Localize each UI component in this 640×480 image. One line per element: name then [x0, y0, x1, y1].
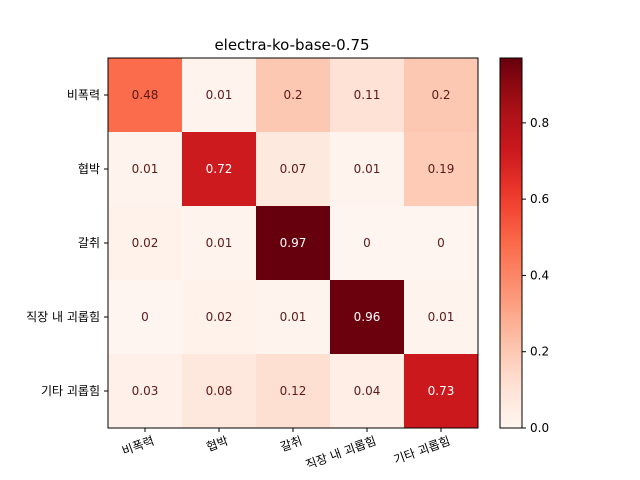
heatmap-cell [404, 132, 478, 206]
heatmap-cell [108, 132, 182, 206]
y-tick-label: 갈취 [78, 236, 100, 250]
cell-value-label: 0.72 [206, 162, 233, 176]
cell-value-label: 0.48 [132, 88, 159, 102]
heatmap-cell [404, 280, 478, 354]
heatmap-cell [404, 206, 478, 280]
cell-value-label: 0.19 [428, 162, 455, 176]
cell-value-label: 0.01 [354, 162, 381, 176]
cell-value-label: 0.01 [206, 88, 233, 102]
heatmap-cell [256, 354, 330, 428]
heatmap-cell [256, 132, 330, 206]
heatmap-cell [182, 280, 256, 354]
cell-value-label: 0.73 [428, 384, 455, 398]
colorbar-tick-label: 0.6 [530, 192, 549, 206]
heatmap-cell [108, 280, 182, 354]
y-tick-label: 기타 괴롭힘 [41, 384, 100, 398]
cell-value-label: 0.04 [354, 384, 381, 398]
heatmap-cell [330, 206, 404, 280]
cell-value-label: 0 [437, 236, 445, 250]
heatmap-grid: 0.48 0.01 0.2 0.11 0.2 0.01 0.72 0.07 0.01 0.19 0.… [26, 57, 479, 472]
colorbar-tick-label: 0.8 [530, 116, 549, 130]
heatmap-cell [182, 354, 256, 428]
cell-value-label: 0.01 [280, 310, 307, 324]
colorbar: 0.0 0.2 0.4 0.6 0.8 [499, 57, 549, 435]
heatmap-cell [330, 132, 404, 206]
colorbar-tick-label: 0.2 [530, 345, 549, 359]
heatmap-cell [330, 280, 404, 354]
cell-value-label: 0 [141, 310, 149, 324]
cell-value-label: 0.08 [206, 384, 233, 398]
heatmap-cell [256, 206, 330, 280]
heatmap-cell [108, 58, 182, 132]
heatmap-cell [108, 354, 182, 428]
x-tick-label: 갈취 [278, 434, 304, 455]
cell-value-label: 0.01 [206, 236, 233, 250]
cell-value-label: 0.96 [354, 310, 381, 324]
heatmap-cell [182, 132, 256, 206]
colorbar-tick-label: 0.4 [530, 268, 549, 282]
cell-value-label: 0.2 [431, 88, 450, 102]
colorbar-tick-label: 0.0 [530, 421, 549, 435]
heatmap-cell [256, 58, 330, 132]
cell-value-label: 0.2 [283, 88, 302, 102]
x-tick-label: 직장 내 괴롭힘 [304, 434, 378, 472]
x-tick-label: 협박 [204, 434, 230, 455]
cell-value-label: 0.07 [280, 162, 307, 176]
x-tick-label: 기타 괴롭힘 [392, 434, 452, 467]
heatmap-cell [404, 58, 478, 132]
cell-value-label: 0.12 [280, 384, 307, 398]
cell-value-label: 0 [363, 236, 371, 250]
y-tick-label: 협박 [78, 162, 100, 176]
heatmap-cell [404, 354, 478, 428]
heatmap-cell [108, 206, 182, 280]
cell-value-label: 0.11 [354, 88, 381, 102]
y-tick-label: 직장 내 괴롭힘 [26, 310, 100, 324]
heatmap-cell [182, 206, 256, 280]
heatmap-cell [330, 58, 404, 132]
cell-value-label: 0.02 [132, 236, 159, 250]
x-tick-label: 비폭력 [120, 434, 156, 458]
cell-value-label: 0.02 [206, 310, 233, 324]
cell-value-label: 0.01 [132, 162, 159, 176]
colorbar-gradient [499, 57, 523, 429]
heatmap-cell [330, 354, 404, 428]
cell-value-label: 0.01 [428, 310, 455, 324]
heatmap-cell [256, 280, 330, 354]
cell-value-label: 0.97 [280, 236, 307, 250]
cell-value-label: 0.03 [132, 384, 159, 398]
chart-title: electra-ko-base-0.75 [214, 36, 369, 54]
y-tick-label: 비폭력 [67, 88, 100, 102]
heatmap-cell [182, 58, 256, 132]
